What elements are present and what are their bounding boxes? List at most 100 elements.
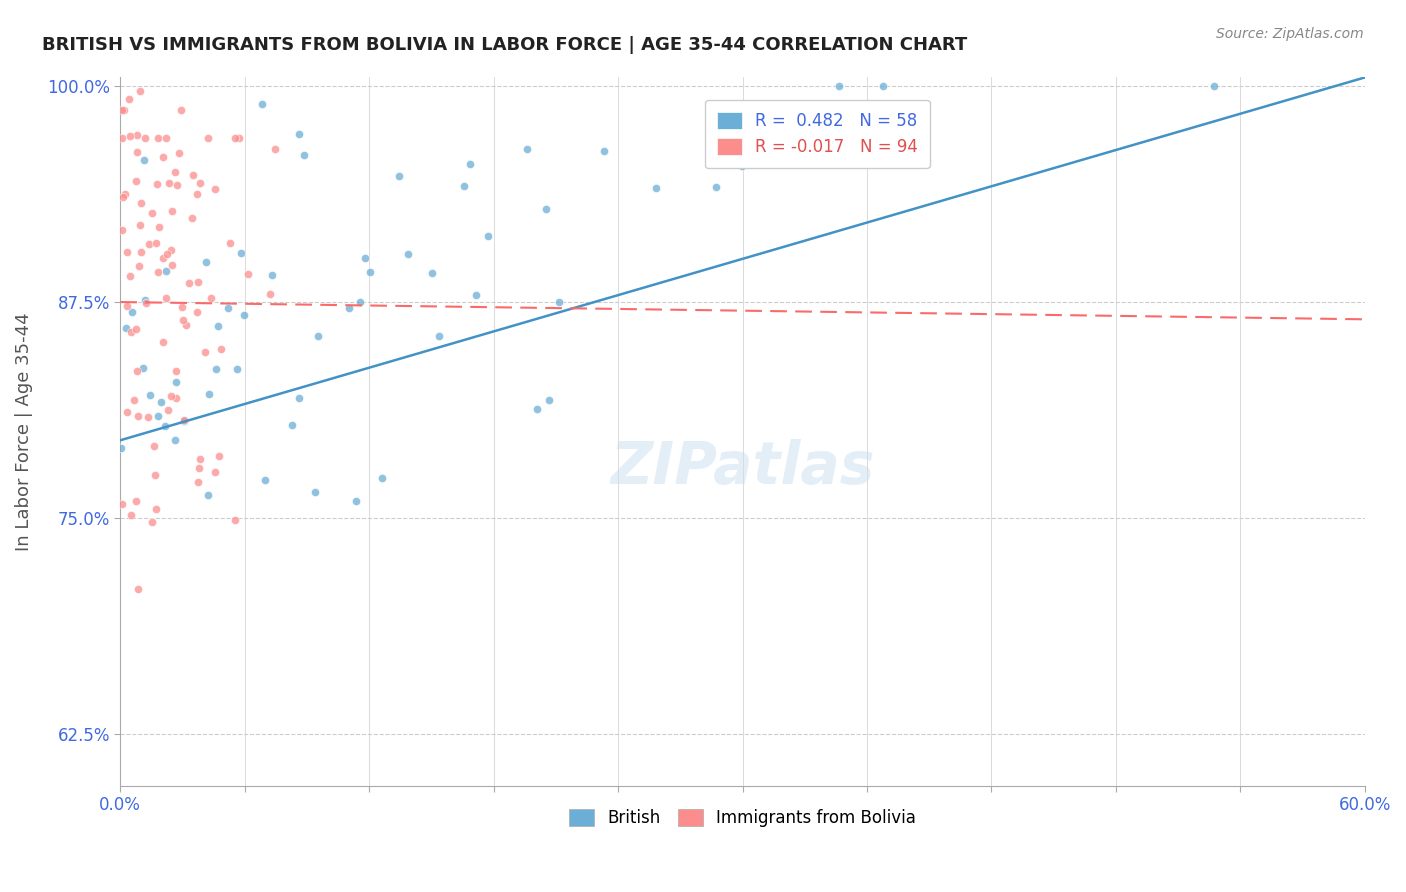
Point: [186, 305, 208, 319]
Point: [118, 128, 141, 143]
Point: [186, 186, 208, 201]
Point: [197, 131, 219, 145]
Point: [173, 414, 195, 428]
Point: [110, 441, 132, 455]
Point: [148, 131, 170, 145]
Point: [828, 79, 851, 94]
Point: [371, 470, 394, 484]
Point: [153, 419, 176, 434]
Point: [136, 409, 159, 424]
Point: [141, 206, 163, 220]
Point: [111, 223, 134, 237]
Point: [260, 268, 283, 282]
Point: [148, 409, 170, 423]
Point: [200, 291, 222, 305]
Point: [111, 190, 134, 204]
Point: [160, 204, 183, 219]
Point: [396, 247, 419, 261]
Point: [152, 150, 174, 164]
Point: [477, 228, 499, 243]
Point: [183, 169, 205, 183]
Point: [127, 409, 149, 424]
Point: [125, 145, 148, 160]
Point: [229, 245, 252, 260]
Legend: British, Immigrants from Bolivia: British, Immigrants from Bolivia: [562, 803, 922, 834]
Point: [134, 131, 156, 145]
Point: [114, 187, 136, 202]
Point: [127, 582, 149, 596]
Point: [304, 485, 326, 500]
Point: [132, 153, 155, 167]
Point: [111, 497, 134, 511]
Point: [349, 295, 371, 310]
Point: [152, 334, 174, 349]
Point: [145, 468, 167, 483]
Point: [165, 434, 187, 448]
Point: [160, 258, 183, 272]
Point: [169, 145, 191, 160]
Point: [134, 57, 156, 71]
Point: [224, 131, 246, 145]
Point: [236, 267, 259, 281]
Point: [172, 313, 194, 327]
Point: [124, 392, 146, 407]
Point: [422, 266, 444, 280]
Text: Source: ZipAtlas.com: Source: ZipAtlas.com: [1216, 27, 1364, 41]
Point: [165, 375, 187, 389]
Point: [145, 501, 167, 516]
Point: [872, 79, 894, 94]
Point: [307, 329, 329, 343]
Point: [516, 142, 538, 156]
Point: [174, 318, 197, 332]
Point: [288, 392, 311, 406]
Point: [163, 57, 186, 71]
Point: [593, 144, 616, 158]
Point: [427, 329, 450, 343]
Point: [141, 515, 163, 529]
Point: [170, 103, 193, 117]
Point: [281, 417, 304, 432]
Point: [128, 218, 150, 232]
Point: [125, 322, 148, 336]
Point: [115, 299, 138, 313]
Point: [198, 387, 221, 401]
Point: [146, 264, 169, 278]
Point: [138, 236, 160, 251]
Point: [254, 473, 277, 487]
Point: [173, 412, 195, 426]
Point: [165, 392, 187, 406]
Point: [155, 263, 177, 277]
Point: [187, 461, 209, 475]
Point: [534, 202, 557, 216]
Point: [125, 493, 148, 508]
Point: [146, 178, 169, 192]
Point: [217, 301, 239, 316]
Point: [159, 389, 181, 403]
Point: [250, 96, 273, 111]
Point: [128, 260, 150, 274]
Point: [115, 54, 138, 68]
Point: [129, 195, 152, 210]
Point: [224, 512, 246, 526]
Point: [742, 801, 765, 815]
Point: [388, 169, 411, 183]
Point: [208, 449, 231, 463]
Point: [645, 180, 668, 194]
Point: [139, 388, 162, 402]
Point: [205, 361, 228, 376]
Point: [264, 142, 287, 156]
Text: ZIPatlas: ZIPatlas: [610, 439, 875, 496]
Point: [125, 128, 148, 142]
Point: [121, 508, 143, 522]
Point: [163, 165, 186, 179]
Point: [218, 236, 240, 251]
Point: [155, 131, 177, 145]
Point: [124, 174, 146, 188]
Point: [111, 103, 134, 118]
Point: [160, 243, 183, 257]
Point: [259, 287, 281, 301]
Point: [129, 244, 152, 259]
Point: [152, 252, 174, 266]
Point: [458, 157, 481, 171]
Point: [170, 300, 193, 314]
